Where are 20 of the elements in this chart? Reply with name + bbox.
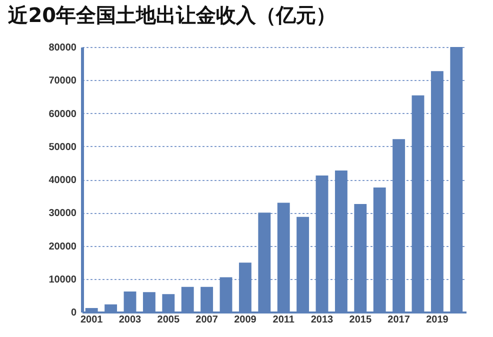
y-tick-label: 30000 bbox=[48, 208, 77, 220]
x-tick-label: 2003 bbox=[118, 314, 142, 326]
y-tick-label: 10000 bbox=[48, 274, 77, 286]
y-tick-label: 60000 bbox=[48, 108, 77, 120]
x-tick-label: 2001 bbox=[80, 314, 104, 326]
x-tick-label: 2017 bbox=[388, 314, 410, 326]
x-tick-label: 2007 bbox=[196, 314, 218, 326]
x-tick-label: 2009 bbox=[234, 314, 257, 326]
x-tick-label: 2011 bbox=[272, 314, 295, 326]
y-tick-label: 80000 bbox=[48, 42, 77, 54]
x-tick-label: 2019 bbox=[426, 314, 449, 326]
chart-title: 近20年全国土地出让金收入（亿元） bbox=[7, 3, 336, 27]
y-tick-label: 40000 bbox=[48, 175, 77, 186]
y-tick-label: 0 bbox=[70, 308, 77, 318]
x-tick-label: 2005 bbox=[157, 314, 180, 326]
x-tick-label: 2013 bbox=[310, 314, 334, 326]
y-tick-label: 50000 bbox=[48, 142, 77, 153]
y-tick-label: 70000 bbox=[48, 76, 77, 87]
x-tick-label: 2015 bbox=[349, 314, 372, 326]
y-tick-label: 20000 bbox=[48, 241, 77, 252]
